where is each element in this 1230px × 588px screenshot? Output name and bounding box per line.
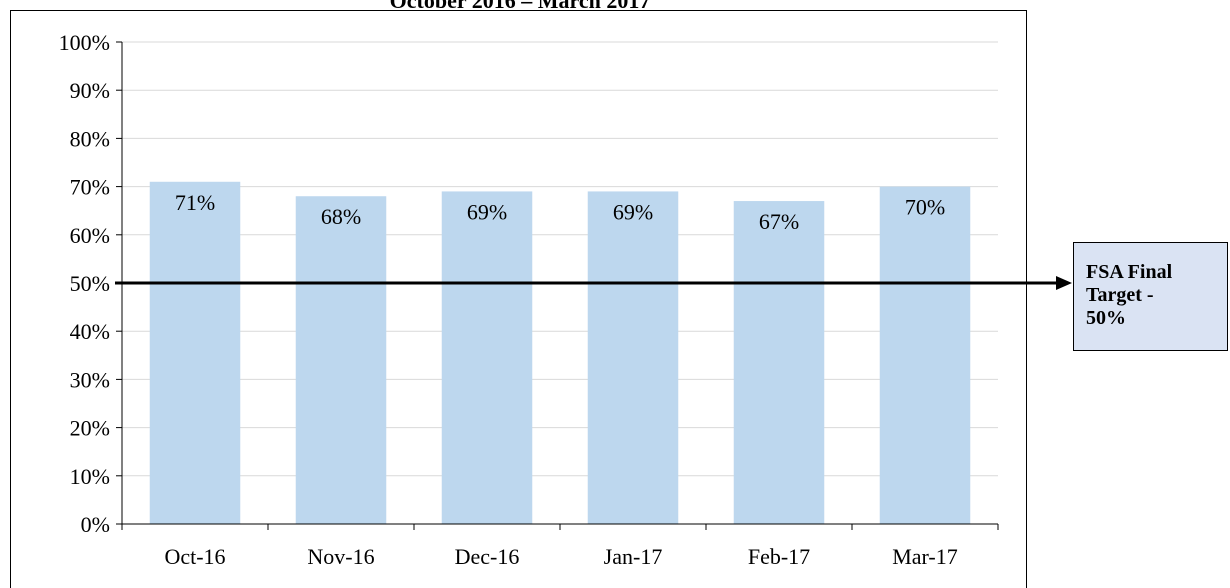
target-label: Target - [1086, 284, 1154, 306]
y-tick-label: 100% [59, 30, 110, 55]
data-label: 71% [175, 190, 215, 215]
bar [879, 186, 971, 524]
chart-title: October 2016 – March 2017 [390, 0, 651, 13]
target-label: 50% [1086, 307, 1126, 329]
y-tick-label: 20% [70, 416, 110, 441]
y-tick-label: 10% [70, 464, 110, 489]
data-label: 68% [321, 204, 361, 229]
y-tick-label: 50% [70, 271, 110, 296]
data-label: 69% [613, 199, 653, 224]
data-label: 69% [467, 199, 507, 224]
target-label: FSA Final [1086, 261, 1173, 283]
y-tick-label: 90% [70, 78, 110, 103]
x-tick-label: Feb-17 [748, 544, 810, 569]
y-tick-label: 60% [70, 223, 110, 248]
bar [733, 201, 825, 524]
y-tick-label: 0% [81, 512, 110, 537]
y-tick-label: 40% [70, 319, 110, 344]
chart-border [10, 10, 1027, 588]
x-tick-label: Jan-17 [604, 544, 663, 569]
x-tick-label: Dec-16 [455, 544, 520, 569]
y-tick-label: 80% [70, 126, 110, 151]
data-label: 67% [759, 209, 799, 234]
target-box [1073, 242, 1228, 351]
data-label: 70% [905, 195, 945, 220]
bar [441, 191, 533, 525]
bar [587, 191, 679, 525]
bar [149, 181, 241, 524]
x-tick-label: Oct-16 [164, 544, 225, 569]
x-tick-label: Nov-16 [307, 544, 374, 569]
target-arrowhead [1056, 276, 1072, 290]
x-tick-label: Mar-17 [892, 544, 958, 569]
bar [295, 196, 387, 525]
y-tick-label: 30% [70, 367, 110, 392]
y-tick-label: 70% [70, 175, 110, 200]
